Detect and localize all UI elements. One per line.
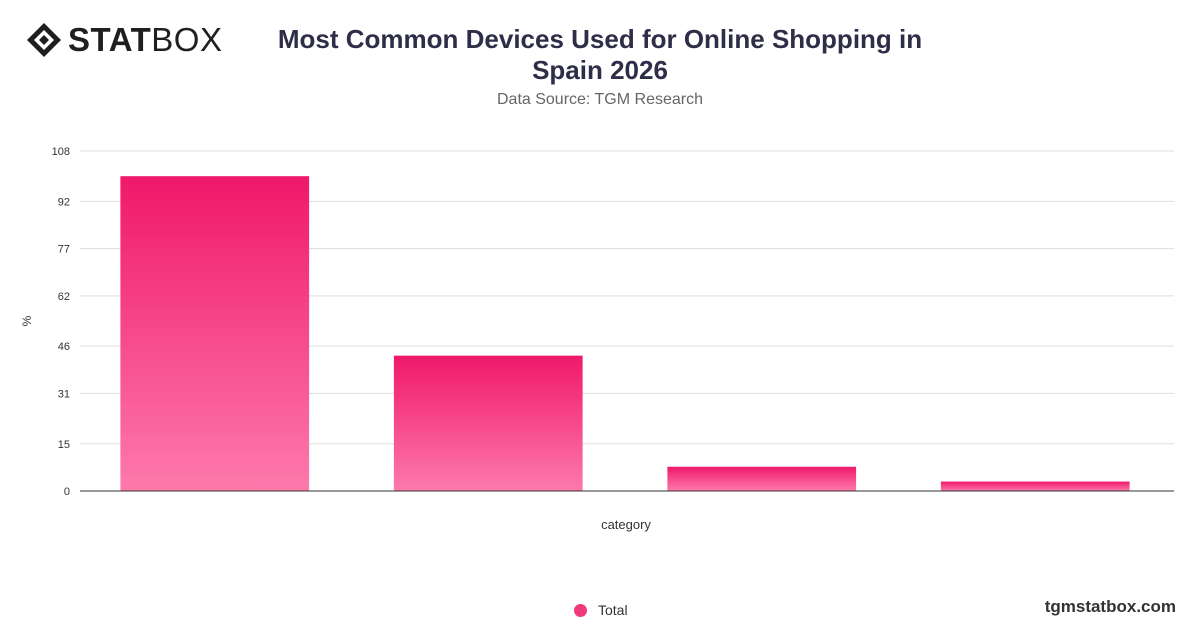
- y-tick-label: 46: [58, 341, 70, 353]
- y-tick-label: 15: [58, 439, 70, 451]
- y-tick-label: 108: [52, 146, 70, 158]
- bar[interactable]: [940, 481, 1130, 491]
- legend[interactable]: Total: [574, 602, 628, 618]
- logo-text-light: BOX: [151, 21, 223, 58]
- y-tick-label: 62: [58, 291, 70, 303]
- statbox-logo: STATBOX: [26, 22, 222, 58]
- footer-brand: tgmstatbox.com: [1044, 597, 1176, 616]
- bar[interactable]: [120, 176, 310, 491]
- chart-subtitle: Data Source: TGM Research: [496, 91, 703, 108]
- y-axis-label: %: [20, 315, 34, 326]
- chart-title: Most Common Devices Used for Online Shop…: [277, 24, 923, 85]
- y-tick-label: 31: [58, 388, 70, 400]
- x-axis-label: category: [601, 517, 651, 532]
- legend-marker: [574, 603, 587, 617]
- logo-text: STATBOX: [68, 22, 222, 58]
- bar[interactable]: [667, 466, 857, 491]
- y-axis-ticks: 0 15 31 46 62 77 92 108: [52, 146, 70, 498]
- y-tick-label: 0: [64, 486, 70, 498]
- bar[interactable]: [393, 355, 583, 491]
- logo-text-bold: STAT: [68, 21, 152, 58]
- legend-label: Total: [598, 602, 628, 618]
- bars: [120, 176, 1130, 491]
- y-tick-label: 92: [58, 196, 70, 208]
- statbox-diamond-icon: [27, 23, 61, 57]
- y-tick-label: 77: [58, 244, 70, 256]
